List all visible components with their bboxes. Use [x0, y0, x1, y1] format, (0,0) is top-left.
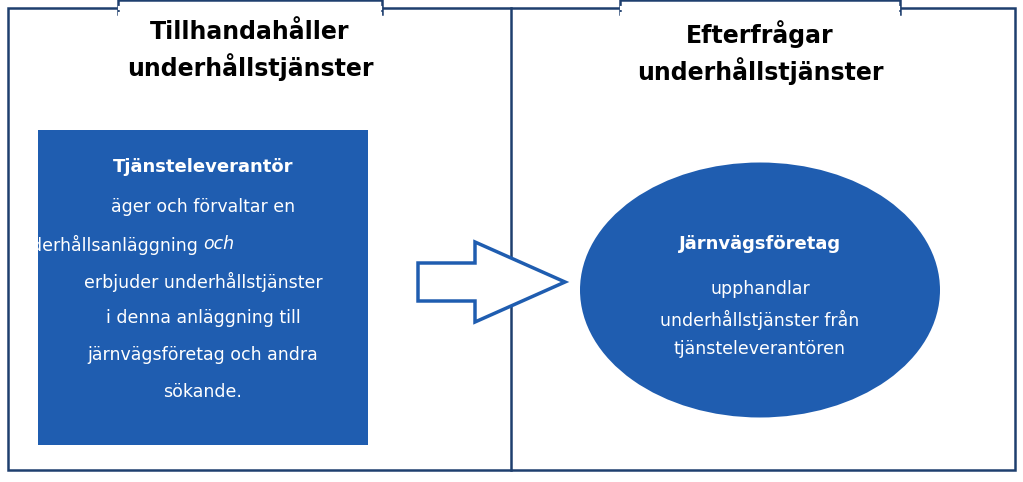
- FancyBboxPatch shape: [118, 0, 382, 14]
- FancyBboxPatch shape: [38, 130, 368, 445]
- Text: Tillhandahåller
underhållstjänster: Tillhandahåller underhållstjänster: [127, 20, 373, 81]
- Text: sökande.: sökande.: [164, 383, 242, 401]
- Text: underhållsanläggning: underhållsanläggning: [8, 235, 203, 255]
- Ellipse shape: [580, 162, 940, 417]
- Text: Efterfrågar
underhållstjänster: Efterfrågar underhållstjänster: [636, 20, 883, 85]
- FancyBboxPatch shape: [8, 8, 1015, 470]
- Text: Tjänsteleverantör: Tjänsteleverantör: [113, 158, 294, 176]
- Text: Järnvägsföretag: Järnvägsföretag: [679, 235, 841, 253]
- Text: erbjuder underhållstjänster: erbjuder underhållstjänster: [84, 272, 322, 292]
- Text: och: och: [203, 235, 234, 253]
- Polygon shape: [418, 242, 565, 322]
- Text: järnvägsföretag och andra: järnvägsföretag och andra: [88, 346, 318, 364]
- FancyBboxPatch shape: [620, 0, 900, 14]
- Text: i denna anläggning till: i denna anläggning till: [105, 309, 301, 327]
- Text: underhållstjänster från: underhållstjänster från: [661, 310, 859, 330]
- Text: upphandlar: upphandlar: [710, 280, 810, 298]
- Text: tjänsteleverantören: tjänsteleverantören: [674, 340, 846, 358]
- Text: äger och förvaltar en: äger och förvaltar en: [110, 198, 295, 216]
